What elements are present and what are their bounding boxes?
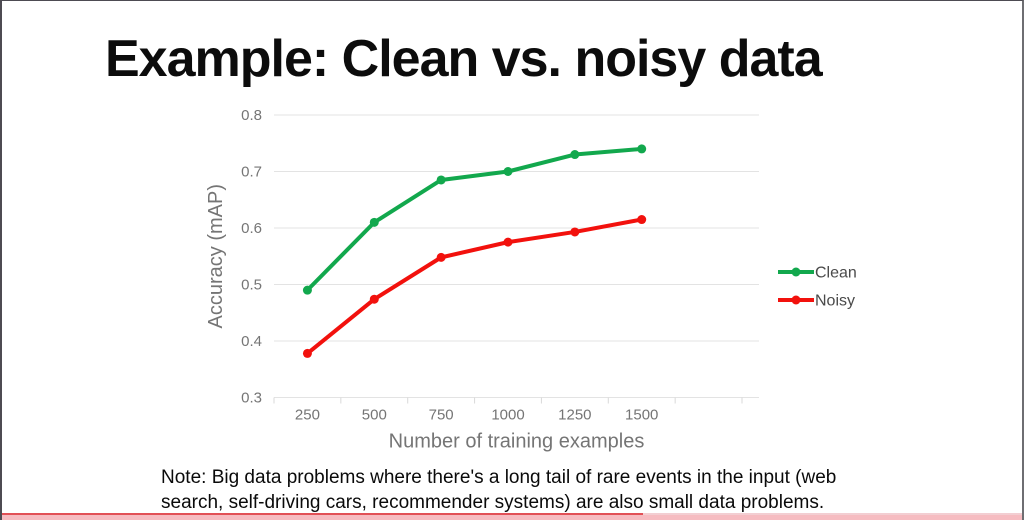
data-point-noisy [436, 252, 446, 262]
data-point-noisy [637, 215, 647, 225]
y-axis-title: Accuracy (mAP) [205, 184, 227, 328]
x-tick-label: 750 [429, 407, 454, 424]
data-point-clean [637, 144, 647, 154]
series-line-noisy [305, 217, 644, 356]
data-point-noisy [302, 348, 312, 358]
data-point-noisy [570, 227, 580, 237]
data-point-clean [436, 175, 446, 185]
y-tick-label: 0.3 [241, 390, 262, 407]
y-tick-label: 0.5 [241, 277, 262, 294]
data-point-noisy [369, 294, 379, 304]
data-point-noisy [503, 237, 513, 247]
y-tick-label: 0.8 [241, 107, 262, 124]
legend-label: Noisy [815, 293, 855, 310]
x-tick-label: 500 [362, 407, 387, 424]
y-tick-label: 0.7 [241, 164, 262, 181]
video-progress-played [2, 513, 643, 515]
x-tick-label: 1250 [558, 407, 591, 424]
legend-swatch-marker [791, 267, 801, 277]
x-axis-title: Number of training examples [389, 431, 645, 453]
x-tick-label: 1000 [491, 407, 524, 424]
video-progress-bar[interactable] [2, 513, 1022, 520]
data-point-clean [369, 217, 379, 227]
data-point-clean [503, 167, 513, 176]
slide-title: Example: Clean vs. noisy data [105, 30, 823, 88]
legend-label: Clean [815, 265, 857, 282]
y-tick-label: 0.4 [241, 333, 262, 350]
data-point-clean [570, 150, 580, 160]
x-tick-label: 250 [295, 407, 320, 424]
series-line-clean [305, 146, 644, 293]
legend-swatch-marker [791, 295, 801, 305]
note-text: Note: Big data problems where there's a … [161, 467, 837, 513]
data-point-clean [302, 285, 312, 295]
x-tick-label: 1500 [625, 407, 658, 424]
y-tick-label: 0.6 [241, 220, 262, 237]
